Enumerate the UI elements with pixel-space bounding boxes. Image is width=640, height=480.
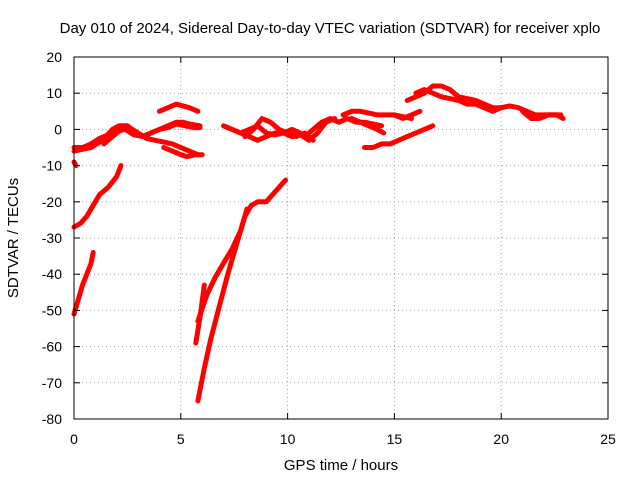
series-line-arc-19 — [404, 83, 564, 118]
x-tick-label: 15 — [387, 431, 403, 447]
series-line-arc-03 — [101, 125, 201, 158]
data-series — [71, 83, 566, 404]
y-tick-label: -30 — [42, 230, 62, 246]
y-tick-label: -80 — [42, 411, 62, 427]
y-tick-label: -40 — [42, 266, 62, 282]
series-line-arc-21 — [391, 108, 423, 121]
series-line-arc-22 — [520, 108, 566, 121]
y-tick-label: 10 — [46, 85, 62, 101]
x-tick-label: 10 — [280, 431, 296, 447]
series-line-arc-18 — [362, 123, 436, 150]
y-tick-label: -10 — [42, 158, 62, 174]
series-line-arc-10 — [195, 206, 250, 324]
y-tick-label: -60 — [42, 339, 62, 355]
y-tick-label: -20 — [42, 194, 62, 210]
axis-ticks: 0 5 10 15 20 25 -80 -70 -60 -50 -40 -30 -20 -10 0 10 20 — [42, 49, 616, 447]
series-line-arc-02 — [71, 121, 203, 150]
x-tick-label: 0 — [70, 431, 78, 447]
x-axis-label: GPS time / hours — [284, 457, 398, 474]
series-line-arc-07 — [71, 163, 124, 230]
y-tick-label: 0 — [54, 121, 62, 137]
series-line-arc-05 — [156, 101, 201, 114]
series-line-arc-17 — [349, 116, 387, 136]
chart-title: Day 010 of 2024, Sidereal Day-to-day VTE… — [60, 20, 601, 37]
y-axis-label: SDTVAR / TECUs — [5, 178, 22, 298]
series-line-arc-04 — [161, 145, 205, 160]
y-tick-label: -50 — [42, 302, 62, 318]
grid-lines — [74, 57, 608, 419]
y-tick-label: 20 — [46, 49, 62, 65]
series-line-arc-20 — [413, 87, 504, 114]
x-tick-label: 20 — [493, 431, 509, 447]
series-line-arc-11 — [193, 282, 207, 346]
y-tick-label: -70 — [42, 375, 62, 391]
x-tick-label: 5 — [177, 431, 185, 447]
series-line-arc-08 — [71, 250, 96, 317]
x-tick-label: 25 — [600, 431, 616, 447]
series-line-arc-14 — [229, 126, 303, 143]
